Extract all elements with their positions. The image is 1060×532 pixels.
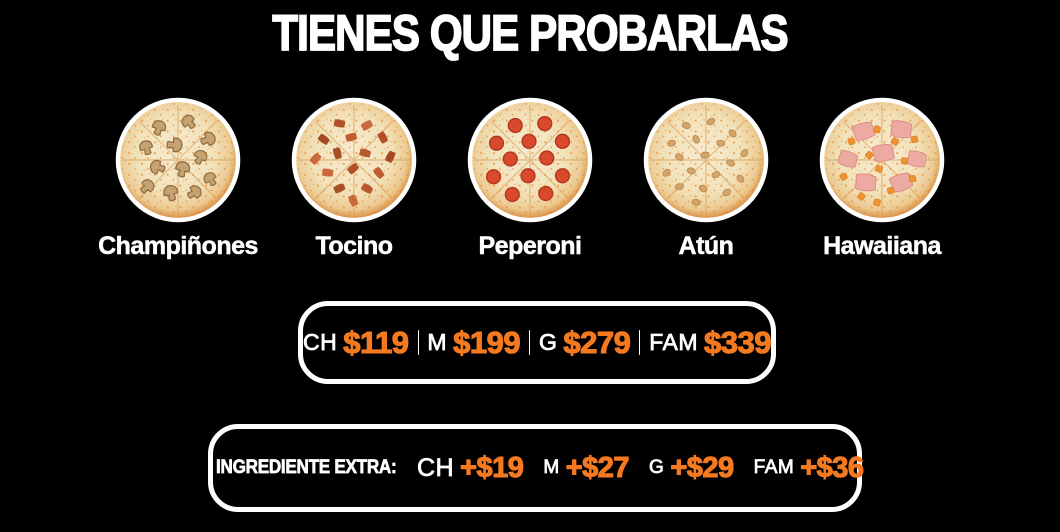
divider xyxy=(639,330,641,355)
size-label: G xyxy=(649,457,665,479)
extra-price-item: G +$29 xyxy=(649,451,735,485)
bacon-pizza-icon xyxy=(291,97,417,223)
pizza-label: Tocino xyxy=(315,232,393,261)
size-label: CH xyxy=(416,453,455,482)
mushroom-pizza-icon xyxy=(115,97,241,223)
price-bar: CH $119 M $199 G $279 FAM $339 xyxy=(298,301,776,384)
price-value: $199 xyxy=(453,324,522,360)
price-value: $339 xyxy=(703,324,772,360)
price-value: +$27 xyxy=(565,451,630,484)
price-item: M $199 xyxy=(427,324,522,361)
extra-price-item: FAM +$36 xyxy=(753,451,865,485)
size-label: FAM xyxy=(753,457,795,479)
price-value: +$19 xyxy=(459,451,524,484)
pizza-item-peperoni: Peperoni xyxy=(454,96,606,261)
pizza-label: Atún xyxy=(678,232,734,261)
tuna-pizza-icon xyxy=(643,97,769,223)
extra-price-item: CH +$19 xyxy=(416,451,525,485)
pizza-item-champinones: Champiñones xyxy=(98,96,259,261)
hawaiian-pizza-icon xyxy=(819,97,945,223)
price-value: $119 xyxy=(343,324,410,360)
pizza-label: Peperoni xyxy=(478,232,582,261)
extra-price-item: M +$27 xyxy=(543,451,630,485)
price-item: FAM $339 xyxy=(649,324,772,361)
price-item: G $279 xyxy=(538,324,632,361)
pizza-label: Hawaiiana xyxy=(823,232,942,261)
divider xyxy=(417,330,419,355)
price-item: CH $119 xyxy=(303,324,410,361)
size-label: G xyxy=(538,329,558,356)
pizza-label: Champiñones xyxy=(98,232,259,261)
price-value: $279 xyxy=(563,324,632,360)
size-label: M xyxy=(543,457,560,479)
size-label: CH xyxy=(303,329,338,356)
page-title: TIENES QUE PROBARLAS xyxy=(272,4,790,62)
pepperoni-pizza-icon xyxy=(467,97,593,223)
extra-ingredient-bar: INGREDIENTE EXTRA: CH +$19 M +$27 G +$29… xyxy=(208,424,865,512)
pizza-row: Champiñones xyxy=(0,96,1060,261)
pizza-item-hawaiiana: Hawaiiana xyxy=(806,96,958,261)
price-value: +$29 xyxy=(670,451,735,484)
pizza-item-tocino: Tocino xyxy=(278,96,430,261)
divider xyxy=(529,330,530,355)
size-label: FAM xyxy=(649,329,699,356)
extra-ingredient-label: INGREDIENTE EXTRA: xyxy=(216,457,397,479)
pizza-item-atun: Atún xyxy=(630,96,782,261)
size-label: M xyxy=(427,329,448,356)
price-value: +$36 xyxy=(800,451,865,484)
